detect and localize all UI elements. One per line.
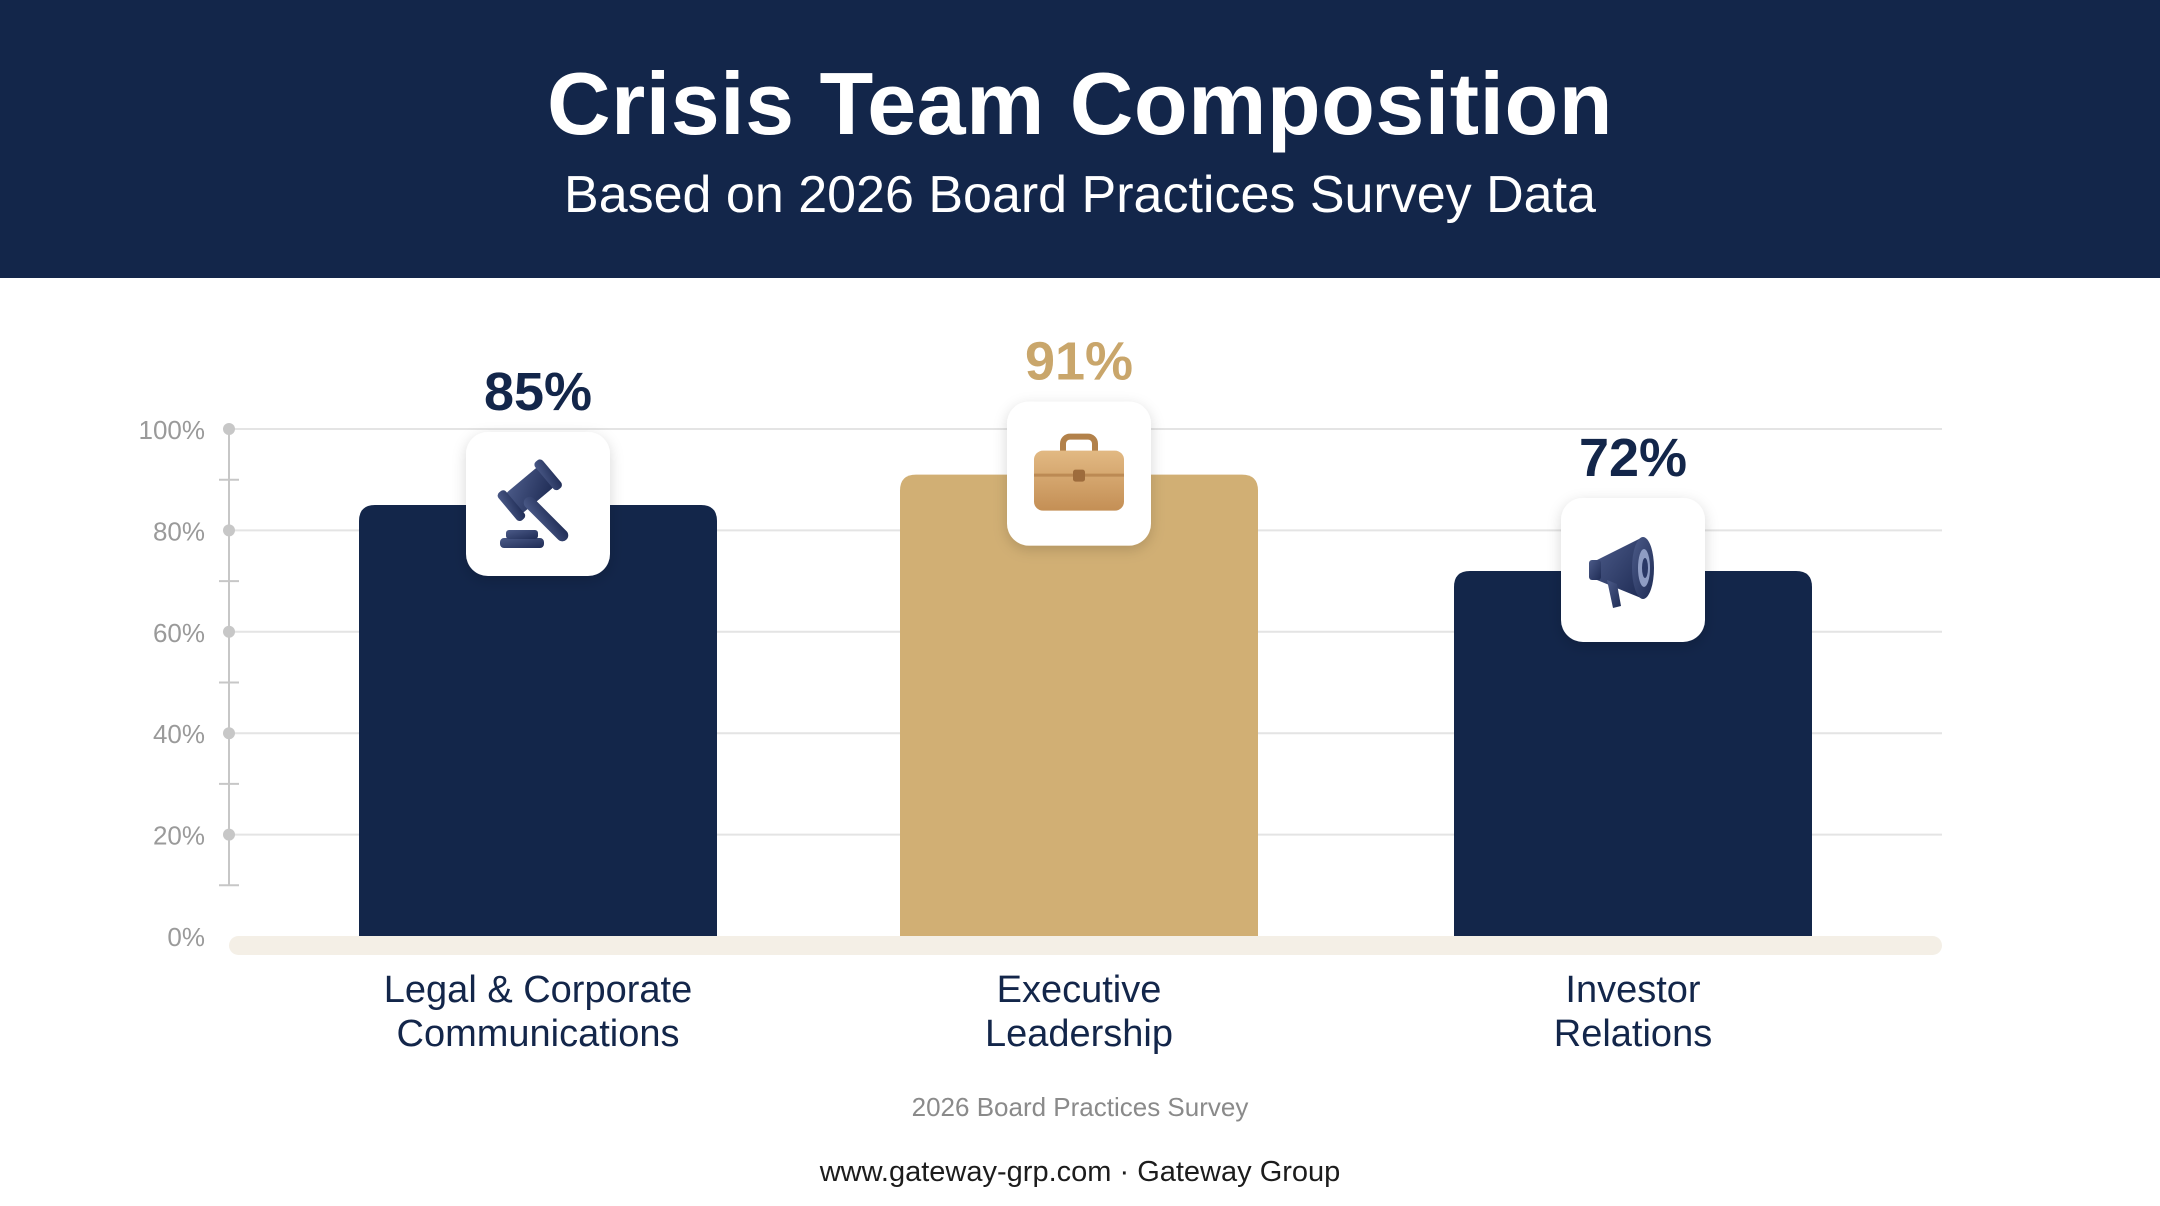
- source-note: 2026 Board Practices Survey: [911, 1092, 1249, 1122]
- bar: [900, 474, 1258, 936]
- category-label-line: Investor: [1565, 969, 1701, 1011]
- y-tick-label: 40%: [153, 719, 205, 749]
- category-label-line: Leadership: [984, 1013, 1174, 1055]
- y-tick-label: 0%: [167, 922, 205, 952]
- value-label: 85%: [484, 362, 592, 422]
- header-banner: Crisis Team Composition Based on 2026 Bo…: [0, 0, 2160, 278]
- category-label: Investor Relations: [1333, 968, 1933, 1056]
- bar: [359, 505, 717, 936]
- baseline-bar: [229, 936, 1942, 955]
- chart-title: Crisis Team Composition: [546, 54, 1614, 153]
- chart-subtitle: Based on 2026 Board Practices Survey Dat…: [564, 166, 1596, 224]
- category-label: Legal & Corporate Communications: [238, 968, 838, 1056]
- category-label-line: Relations: [1553, 1013, 1713, 1055]
- y-tick-label: 100%: [139, 415, 206, 445]
- y-axis: 0% 20% 40% 60% 80% 100%: [139, 415, 1942, 955]
- bars-layer: 85% 91% 72%: [359, 332, 1812, 936]
- value-label: 91%: [1025, 332, 1133, 392]
- bar: [1454, 570, 1812, 936]
- y-tick-label: 20%: [153, 821, 205, 851]
- value-label: 72%: [1579, 428, 1687, 488]
- y-tick-label: 80%: [153, 516, 205, 546]
- category-label: Executive Leadership: [779, 968, 1379, 1056]
- category-label-line: Legal & Corporate: [383, 969, 693, 1011]
- category-label-line: Executive: [996, 969, 1162, 1011]
- y-tick-label: 60%: [153, 618, 205, 648]
- footer-credit: www.gateway-grp.com · Gateway Group: [819, 1156, 1341, 1188]
- category-label-line: Communications: [396, 1013, 680, 1055]
